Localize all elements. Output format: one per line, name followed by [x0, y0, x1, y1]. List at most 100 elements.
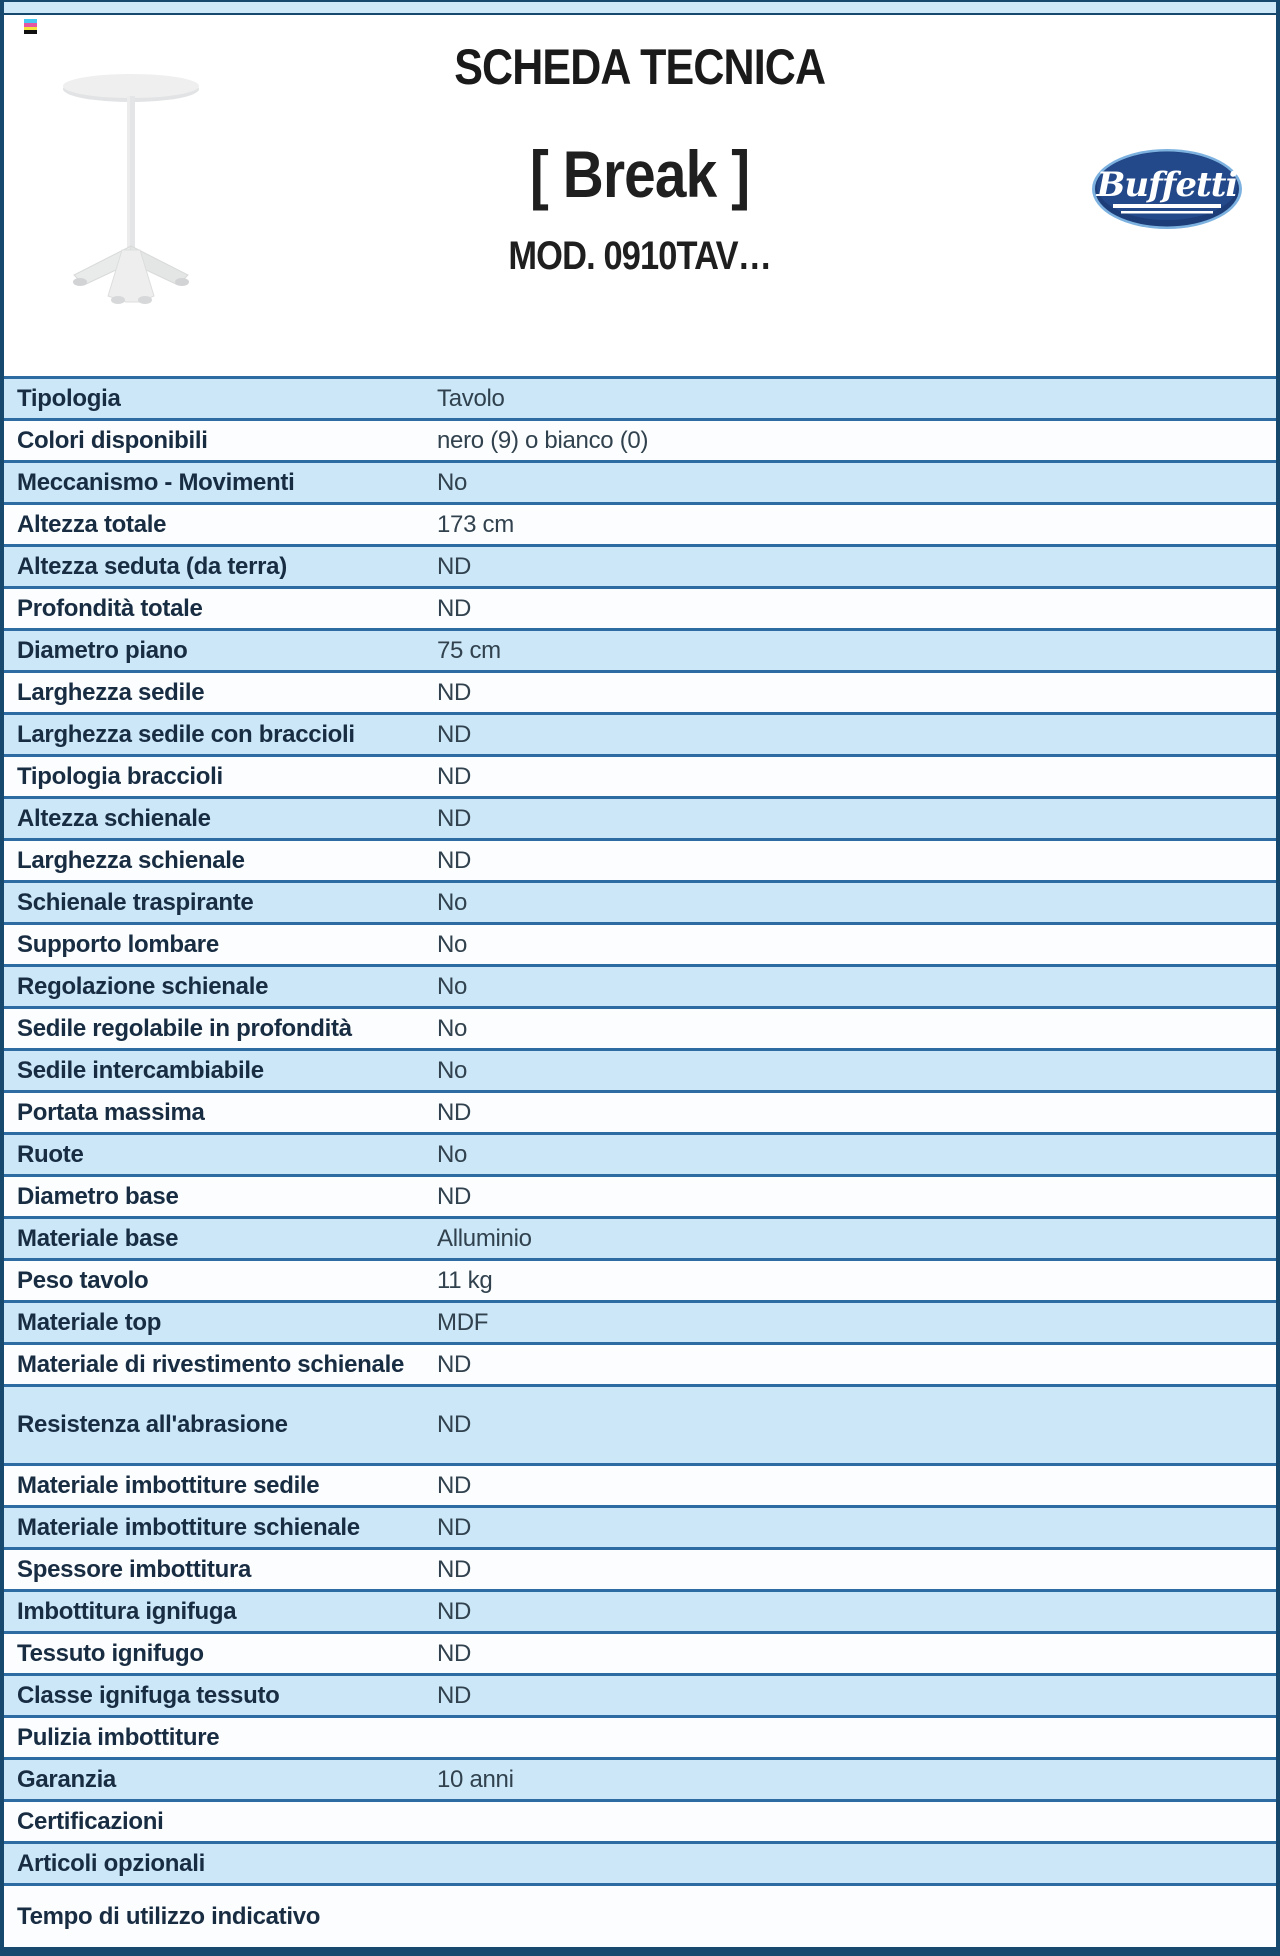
table-row: Materiale di rivestimento schienale ND: [4, 1345, 1276, 1387]
spec-label: Portata massima: [17, 1098, 205, 1126]
spec-label: Supporto lombare: [17, 930, 219, 958]
spec-value: No: [437, 1014, 468, 1042]
spec-label: Tessuto ignifugo: [17, 1639, 204, 1667]
spec-value: ND: [437, 1471, 472, 1499]
spec-label: Larghezza schienale: [17, 846, 245, 874]
table-row: Schienale traspirante No: [4, 883, 1276, 925]
spec-label: Classe ignifuga tessuto: [17, 1681, 280, 1709]
table-row: Regolazione schienale No: [4, 967, 1276, 1009]
spec-value: 173 cm: [437, 510, 514, 538]
spec-value: No: [437, 468, 468, 496]
table-row: Spessore imbottitura ND: [4, 1550, 1276, 1592]
spec-value: ND: [437, 1597, 472, 1625]
table-row: Certificazioni: [4, 1802, 1276, 1844]
spec-value: No: [437, 1056, 468, 1084]
table-row: Larghezza sedile ND: [4, 673, 1276, 715]
table-row: Altezza seduta (da terra) ND: [4, 547, 1276, 589]
bottom-bar: [4, 1947, 1276, 1956]
spec-value: ND: [437, 552, 472, 580]
spec-label: Regolazione schienale: [17, 972, 269, 1000]
table-row: Tessuto ignifugo ND: [4, 1634, 1276, 1676]
pedestal-table-image: [63, 74, 199, 304]
table-row: Garanzia 10 anni: [4, 1760, 1276, 1802]
cmyk-print-mark-icon: [24, 19, 37, 34]
spec-value: ND: [437, 1555, 472, 1583]
spec-value: MDF: [437, 1308, 489, 1336]
spec-label: Colori disponibili: [17, 426, 208, 454]
spec-label: Certificazioni: [17, 1807, 164, 1835]
spec-value: ND: [437, 1350, 472, 1378]
spec-value: ND: [437, 804, 472, 832]
table-row: Sedile intercambiabile No: [4, 1051, 1276, 1093]
spec-value: 11 kg: [437, 1266, 493, 1294]
spec-value: ND: [437, 1639, 472, 1667]
spec-value: ND: [437, 1098, 472, 1126]
spec-label: Schienale traspirante: [17, 888, 254, 916]
table-row: Articoli opzionali: [4, 1844, 1276, 1886]
spec-label: Pulizia imbottiture: [17, 1723, 220, 1751]
spec-value: ND: [437, 1411, 472, 1438]
model-number: MOD. 0910TAV…: [4, 234, 1276, 279]
table-row: Altezza totale 173 cm: [4, 505, 1276, 547]
spec-label: Resistenza all'abrasione: [17, 1411, 288, 1438]
table-row: Pulizia imbottiture: [4, 1718, 1276, 1760]
spec-value: No: [437, 888, 468, 916]
table-row: Supporto lombare No: [4, 925, 1276, 967]
buffetti-logo: Buffetti: [1091, 148, 1243, 230]
page-title-text: SCHEDA TECNICA: [454, 39, 826, 95]
product-photo: [56, 68, 206, 308]
spec-value: ND: [437, 678, 472, 706]
spec-label: Materiale di rivestimento schienale: [17, 1350, 404, 1378]
spec-label: Peso tavolo: [17, 1266, 149, 1294]
page-title: SCHEDA TECNICA: [4, 38, 1276, 96]
spec-label: Materiale base: [17, 1224, 179, 1252]
table-row: Diametro base ND: [4, 1177, 1276, 1219]
spec-value: 75 cm: [437, 636, 501, 664]
product-name-text: [ Break ]: [530, 137, 750, 211]
table-row: Larghezza sedile con braccioli ND: [4, 715, 1276, 757]
table-row: Resistenza all'abrasione ND: [4, 1387, 1276, 1466]
spec-label: Materiale imbottiture schienale: [17, 1513, 360, 1541]
spec-label: Profondità totale: [17, 594, 203, 622]
table-row: Materiale imbottiture schienale ND: [4, 1508, 1276, 1550]
spec-label: Larghezza sedile: [17, 678, 205, 706]
table-row: Tipologia Tavolo: [4, 379, 1276, 421]
table-row: Colori disponibili nero (9) o bianco (0): [4, 421, 1276, 463]
brand-name-text: Buffetti: [1096, 165, 1238, 205]
table-row: Materiale top MDF: [4, 1303, 1276, 1345]
spec-value: Tavolo: [437, 384, 505, 412]
spec-table: Tipologia Tavolo Colori disponibili nero (9…: [4, 376, 1276, 1951]
spec-label: Altezza schienale: [17, 804, 211, 832]
spec-label: Tipologia: [17, 384, 121, 412]
spec-label: Materiale top: [17, 1308, 162, 1336]
table-row: Diametro piano 75 cm: [4, 631, 1276, 673]
spec-label: Garanzia: [17, 1765, 116, 1793]
top-accent-bar: [4, 2, 1276, 15]
spec-value: ND: [437, 846, 472, 874]
spec-label: Altezza seduta (da terra): [17, 552, 287, 580]
spec-label: Tempo di utilizzo indicativo: [17, 1903, 321, 1930]
spec-value: ND: [437, 1681, 472, 1709]
table-row: Materiale imbottiture sedile ND: [4, 1466, 1276, 1508]
table-row: Profondità totale ND: [4, 589, 1276, 631]
spec-label: Spessore imbottitura: [17, 1555, 252, 1583]
table-row: Tempo di utilizzo indicativo: [4, 1886, 1276, 1951]
table-row: Classe ignifuga tessuto ND: [4, 1676, 1276, 1718]
spec-label: Materiale imbottiture sedile: [17, 1471, 320, 1499]
spec-value: ND: [437, 720, 472, 748]
table-row: Sedile regolabile in profondità No: [4, 1009, 1276, 1051]
spec-label: Articoli opzionali: [17, 1849, 205, 1877]
model-number-text: MOD. 0910TAV…: [508, 234, 773, 278]
spec-value: Alluminio: [437, 1224, 532, 1252]
spec-label: Meccanismo - Movimenti: [17, 468, 295, 496]
spec-value: nero (9) o bianco (0): [437, 426, 649, 454]
spec-value: No: [437, 930, 468, 958]
spec-value: ND: [437, 594, 472, 622]
spec-value: No: [437, 972, 468, 1000]
spec-label: Diametro piano: [17, 636, 188, 664]
table-row: Materiale base Alluminio: [4, 1219, 1276, 1261]
table-row: Peso tavolo 11 kg: [4, 1261, 1276, 1303]
product-name: [ Break ]: [4, 136, 1276, 212]
table-row: Tipologia braccioli ND: [4, 757, 1276, 799]
